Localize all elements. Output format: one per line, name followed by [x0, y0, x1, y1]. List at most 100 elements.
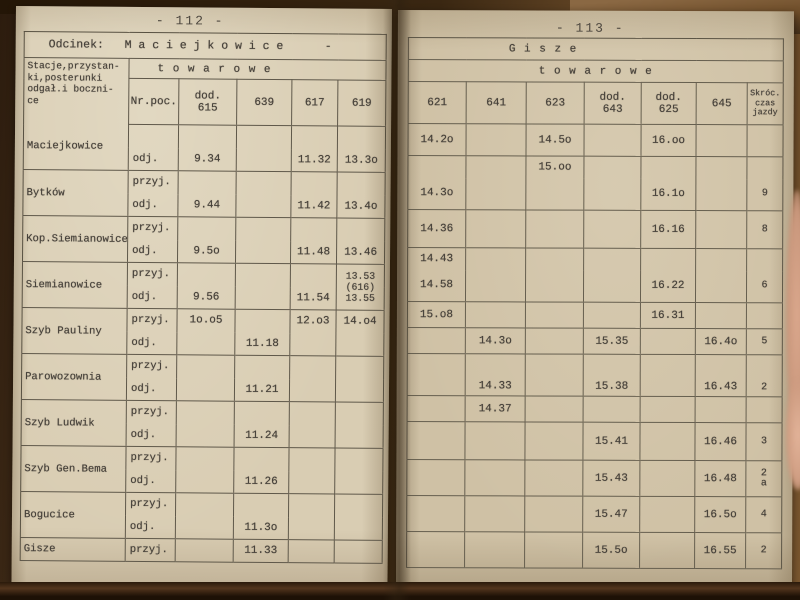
time-cell	[583, 156, 641, 179]
section-header: G i s z e	[408, 37, 784, 61]
arrival-departure-label: przyj.	[127, 216, 178, 240]
time-cell	[583, 124, 642, 157]
finger	[786, 190, 800, 440]
time-cell: 16.oo	[640, 124, 697, 157]
time-cell: 9.56	[177, 285, 236, 310]
time-cell	[695, 124, 748, 157]
shortened-time-cell: 5	[746, 328, 783, 355]
time-cell: 11.48	[290, 240, 337, 265]
time-cell: 14.5o	[525, 123, 585, 157]
time-cell	[695, 270, 747, 303]
left-timetable: Odcinek: M a c i e j k o w i c e - Stacje…	[19, 31, 387, 564]
time-cell	[175, 469, 234, 494]
time-cell: 16.43	[695, 354, 747, 397]
time-cell	[236, 125, 292, 149]
time-cell	[640, 354, 696, 397]
time-cell: 9.44	[177, 193, 237, 218]
station-name: Bytków	[22, 169, 129, 217]
time-cell	[291, 125, 338, 150]
time-cell	[525, 327, 584, 355]
time-cell	[176, 377, 235, 402]
train-column-header-4: dod. 643	[584, 82, 642, 125]
arrival-departure-label: odj.	[126, 331, 177, 355]
train-column-header-6: 645	[696, 82, 748, 125]
shortened-time-cell: 8	[746, 210, 783, 249]
section-header: Odcinek: M a c i e j k o w i c e -	[24, 31, 387, 61]
station-name: Gisze	[20, 537, 126, 562]
station-name: Szyb Gen.Bema	[20, 445, 127, 493]
left-page-number: - 112 -	[155, 13, 225, 29]
station-name: Szyb Ludwik	[21, 399, 127, 447]
time-cell	[583, 248, 641, 271]
time-cell: 16.22	[640, 270, 696, 303]
time-cell	[465, 177, 526, 210]
station-name: Kop.Siemianowice	[22, 215, 128, 263]
time-cell	[335, 356, 384, 380]
time-cell	[525, 177, 584, 211]
time-cell	[233, 447, 290, 471]
time-cell	[695, 248, 747, 271]
time-cell: 16.31	[640, 302, 696, 329]
time-cell	[235, 217, 291, 241]
arrival-departure-label: przyj.	[127, 262, 178, 286]
time-cell	[288, 516, 335, 541]
time-cell	[406, 459, 465, 496]
time-cell	[524, 495, 583, 533]
time-cell-span: 13.53 (616) 13.55	[336, 264, 385, 311]
time-cell	[639, 422, 696, 461]
arrival-departure-label	[128, 124, 179, 148]
time-cell	[640, 328, 696, 355]
station-name: Szyb Pauliny	[21, 307, 128, 355]
shortened-time-cell: 2	[745, 532, 782, 569]
time-cell: 15.35	[583, 328, 641, 355]
time-cell	[695, 156, 747, 179]
time-cell	[288, 447, 336, 472]
time-cell: 11.33	[233, 539, 289, 563]
time-cell	[289, 332, 336, 357]
time-cell	[583, 302, 641, 329]
arrival-departure-label: przyj.	[125, 492, 176, 516]
time-cell	[288, 470, 335, 495]
time-cell: 11.32	[291, 148, 338, 173]
time-cell	[290, 263, 337, 288]
time-cell	[334, 517, 383, 541]
arrival-departure-label: przyj.	[126, 308, 178, 332]
freight-category-header: t o w a r o w e	[408, 59, 784, 83]
time-cell	[335, 402, 384, 426]
time-cell: 11.18	[234, 332, 290, 356]
arrival-departure-label: odj.	[125, 515, 176, 539]
time-cell: 16.5o	[694, 496, 746, 533]
arrival-departure-label: odj.	[127, 193, 179, 217]
time-cell	[178, 124, 237, 149]
time-cell: 16.4o	[695, 328, 747, 355]
time-cell	[289, 401, 336, 426]
freight-category-header: t o w a r o w e	[128, 58, 387, 81]
time-cell: 16.1o	[640, 178, 696, 211]
time-cell	[639, 460, 695, 497]
station-name: Parowozownia	[21, 353, 127, 401]
time-cell	[525, 269, 584, 303]
time-cell: 11.54	[290, 286, 337, 311]
time-cell	[640, 156, 696, 179]
arrival-departure-label: odj.	[126, 377, 177, 401]
wood-background-bottom	[0, 582, 800, 600]
time-cell	[465, 123, 527, 156]
time-cell	[234, 355, 290, 379]
time-cell	[235, 240, 291, 264]
time-cell	[524, 421, 584, 461]
time-cell	[695, 396, 747, 423]
time-cell: 9.5o	[177, 239, 236, 264]
train-number-header: Nr.poc.	[128, 78, 179, 125]
time-cell	[236, 171, 292, 195]
time-cell: 16.16	[640, 210, 696, 249]
train-column-header-5: dod. 625	[641, 82, 697, 125]
stations-column-header: Stacje,przystan- ki,posterunki odgał.i b…	[27, 60, 120, 106]
time-cell	[639, 532, 695, 569]
time-cell	[639, 496, 695, 533]
shortened-time-cell: 2 a	[745, 460, 782, 497]
time-cell	[178, 170, 237, 195]
time-cell: 11.21	[234, 378, 290, 402]
time-cell	[406, 421, 466, 460]
arrival-departure-label: odj.	[127, 239, 178, 263]
